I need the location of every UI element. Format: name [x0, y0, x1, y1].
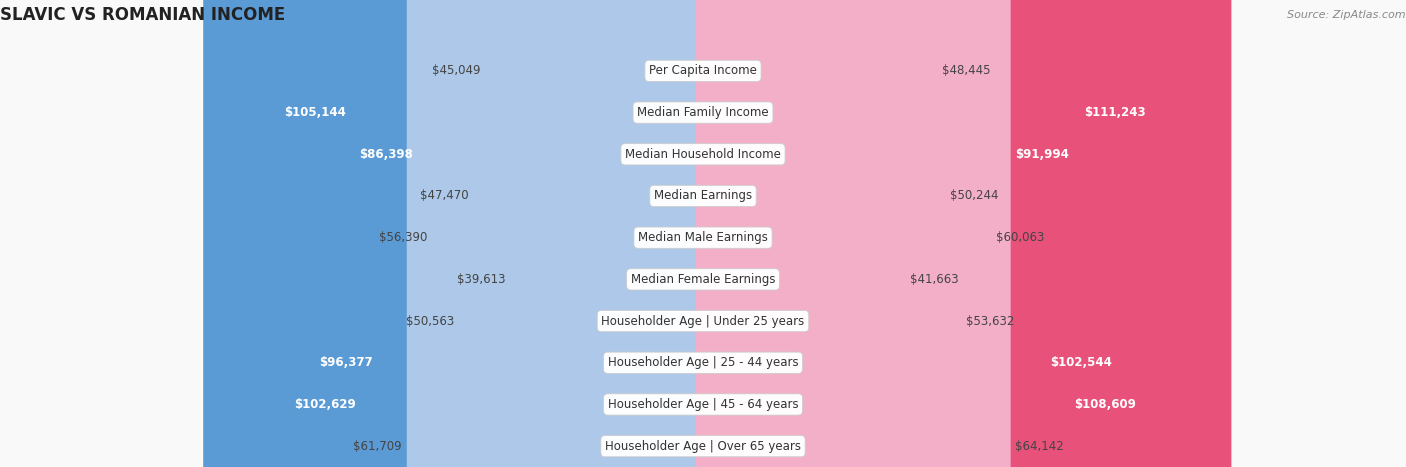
Text: $39,613: $39,613	[457, 273, 506, 286]
Text: $50,563: $50,563	[406, 315, 454, 327]
Text: Source: ZipAtlas.com: Source: ZipAtlas.com	[1288, 10, 1406, 20]
FancyBboxPatch shape	[458, 0, 710, 467]
FancyBboxPatch shape	[406, 0, 710, 467]
FancyBboxPatch shape	[696, 0, 991, 467]
Text: SLAVIC VS ROMANIAN INCOME: SLAVIC VS ROMANIAN INCOME	[0, 6, 285, 24]
FancyBboxPatch shape	[485, 0, 710, 467]
Text: $96,377: $96,377	[319, 356, 373, 369]
Text: $41,663: $41,663	[910, 273, 959, 286]
Text: $60,063: $60,063	[997, 231, 1045, 244]
Text: $50,244: $50,244	[950, 190, 998, 203]
Text: Per Capita Income: Per Capita Income	[650, 64, 756, 78]
Text: Median Household Income: Median Household Income	[626, 148, 780, 161]
Text: $56,390: $56,390	[378, 231, 427, 244]
Text: $105,144: $105,144	[284, 106, 346, 119]
Text: Median Family Income: Median Family Income	[637, 106, 769, 119]
Text: $64,142: $64,142	[1015, 439, 1064, 453]
Text: Median Female Earnings: Median Female Earnings	[631, 273, 775, 286]
Text: $48,445: $48,445	[942, 64, 990, 78]
FancyBboxPatch shape	[215, 0, 710, 467]
Text: $102,544: $102,544	[1050, 356, 1112, 369]
FancyBboxPatch shape	[696, 0, 905, 467]
Text: Median Male Earnings: Median Male Earnings	[638, 231, 768, 244]
Text: Householder Age | 25 - 44 years: Householder Age | 25 - 44 years	[607, 356, 799, 369]
Text: $111,243: $111,243	[1084, 106, 1146, 119]
FancyBboxPatch shape	[696, 0, 1142, 467]
FancyBboxPatch shape	[204, 0, 710, 467]
Text: $108,609: $108,609	[1074, 398, 1136, 411]
FancyBboxPatch shape	[474, 0, 710, 467]
Text: Householder Age | Over 65 years: Householder Age | Over 65 years	[605, 439, 801, 453]
FancyBboxPatch shape	[510, 0, 710, 467]
FancyBboxPatch shape	[432, 0, 710, 467]
Text: $47,470: $47,470	[420, 190, 468, 203]
FancyBboxPatch shape	[696, 0, 1219, 467]
FancyBboxPatch shape	[696, 0, 945, 467]
Text: Householder Age | 45 - 64 years: Householder Age | 45 - 64 years	[607, 398, 799, 411]
FancyBboxPatch shape	[245, 0, 710, 467]
FancyBboxPatch shape	[696, 0, 1232, 467]
Text: $45,049: $45,049	[432, 64, 481, 78]
FancyBboxPatch shape	[291, 0, 710, 467]
Text: $61,709: $61,709	[353, 439, 402, 453]
Text: Householder Age | Under 25 years: Householder Age | Under 25 years	[602, 315, 804, 327]
Text: $86,398: $86,398	[359, 148, 413, 161]
Text: $91,994: $91,994	[1015, 148, 1070, 161]
FancyBboxPatch shape	[696, 0, 962, 467]
FancyBboxPatch shape	[696, 0, 1191, 467]
Text: Median Earnings: Median Earnings	[654, 190, 752, 203]
Text: $102,629: $102,629	[294, 398, 356, 411]
FancyBboxPatch shape	[696, 0, 1011, 467]
Text: $53,632: $53,632	[966, 315, 1015, 327]
FancyBboxPatch shape	[696, 0, 936, 467]
